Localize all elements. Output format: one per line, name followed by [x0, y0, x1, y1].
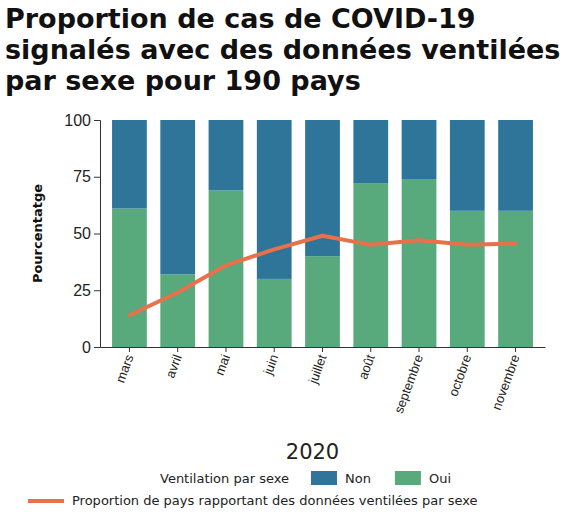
legend-label: Non	[345, 471, 371, 486]
x-axis: mars avril mai juin juillet août septembre octo…	[101, 347, 546, 415]
y-tick: 0	[82, 339, 100, 356]
y-tick: 75	[73, 168, 100, 185]
x-tick-label: mars	[113, 352, 137, 385]
x-tick-label: juin	[260, 352, 281, 377]
x-tick: juillet	[305, 347, 330, 386]
legend-label: Oui	[429, 471, 451, 486]
y-tick-label: 25	[73, 282, 91, 299]
y-tick-label: 75	[73, 168, 91, 185]
x-tick-mark	[274, 347, 275, 352]
bar	[160, 120, 195, 274]
legend-label: Proportion de pays rapportant des donnée…	[72, 493, 477, 508]
x-tick-label: juillet	[305, 352, 330, 386]
y-tick-label: 100	[64, 112, 91, 129]
x-tick-mark	[419, 347, 420, 352]
legend-title: Ventilation par sexe	[160, 471, 289, 486]
x-tick-mark	[225, 347, 226, 352]
x-tick-label: mai	[212, 352, 233, 377]
y-tick-mark	[94, 234, 100, 235]
bar	[353, 120, 388, 184]
y-tick: 100	[64, 112, 100, 129]
x-tick: août	[355, 347, 378, 381]
bar	[305, 256, 340, 347]
x-tick: septembre	[391, 347, 426, 415]
y-tick-mark	[94, 347, 100, 348]
y-axis-title: Pourcentatge	[30, 184, 45, 283]
x-tick: mai	[212, 347, 233, 377]
title: Proportion de cas de COVID-19signalés av…	[5, 3, 560, 96]
x-tick: juin	[260, 347, 281, 378]
legend-swatch	[395, 471, 421, 485]
plot-area	[112, 120, 533, 347]
y-tick-mark	[94, 120, 100, 121]
y-axis-line	[94, 121, 101, 348]
y-tick-label: 50	[73, 225, 91, 242]
bar	[112, 209, 147, 347]
x-tick-mark	[129, 347, 130, 352]
bar	[450, 120, 485, 211]
x-tick-label: novembre	[489, 352, 523, 411]
y-axis: 0 25 50 75 100	[64, 112, 100, 356]
x-axis-title: 2020	[286, 440, 339, 464]
y-tick-label: 0	[82, 339, 91, 356]
x-tick-label: août	[355, 352, 378, 381]
bar	[402, 179, 437, 347]
bar	[209, 120, 244, 190]
x-tick: novembre	[489, 347, 523, 412]
x-tick-label: septembre	[391, 352, 426, 415]
chart: Proportion de cas de COVID-19signalés av…	[0, 0, 580, 518]
line	[129, 236, 515, 315]
x-tick-label: octobre	[445, 352, 474, 398]
legend-swatch	[311, 471, 337, 485]
y-tick-mark	[94, 290, 100, 291]
x-tick-mark	[467, 347, 468, 352]
x-tick-mark	[322, 347, 323, 352]
bar	[353, 184, 388, 347]
bar	[257, 279, 292, 347]
y-tick: 50	[73, 225, 100, 242]
bar	[450, 211, 485, 347]
bar	[112, 120, 147, 209]
y-tick-mark	[94, 177, 100, 178]
x-tick: octobre	[445, 347, 474, 398]
y-tick: 25	[73, 282, 100, 299]
legend: Ventilation par sexe Non Oui Proportion de …	[28, 471, 477, 508]
x-tick-mark	[515, 347, 516, 352]
bar	[498, 120, 533, 211]
x-tick: avril	[163, 347, 185, 380]
x-tick-mark	[370, 347, 371, 352]
bar	[402, 120, 437, 179]
x-tick-mark	[177, 347, 178, 352]
bar	[209, 190, 244, 347]
legend-swatch	[28, 499, 64, 503]
x-tick-label: avril	[163, 352, 185, 380]
bar	[498, 211, 533, 347]
x-tick: mars	[113, 347, 137, 385]
bar-series	[112, 120, 533, 279]
